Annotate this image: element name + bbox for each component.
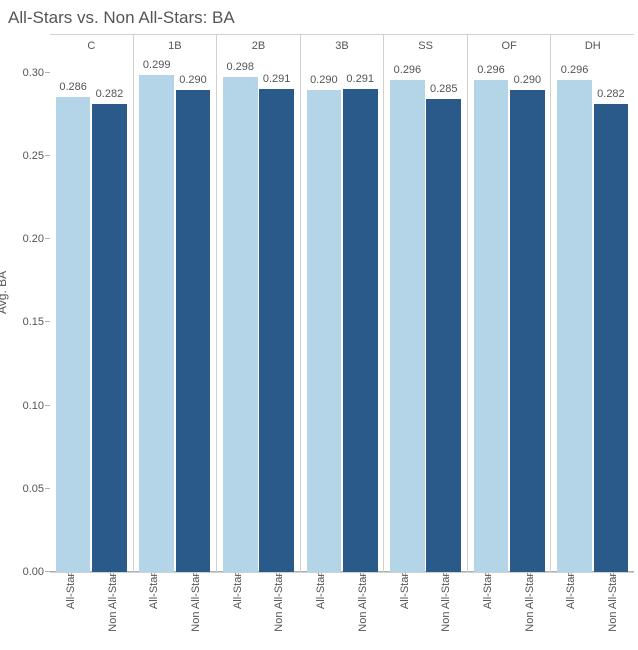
x-series-label: Non All-Star <box>607 573 619 638</box>
x-series-label: Non All-Star <box>357 573 369 638</box>
bar-non-all-star: 0.282 <box>92 104 127 572</box>
x-label-group: All-Star Non All-Star <box>50 573 133 650</box>
x-series-label: All-Star <box>232 573 244 615</box>
x-series-label: All-Star <box>482 573 494 615</box>
y-tick-label: 0.25 <box>23 150 44 162</box>
bar-value-label: 0.296 <box>390 64 425 76</box>
bar-all-star: 0.290 <box>307 90 342 572</box>
y-tick-label: 0.30 <box>23 67 44 79</box>
y-axis-label: Avg. BA <box>0 271 9 314</box>
y-tick-label: 0.00 <box>23 566 44 578</box>
x-label-group: All-Star Non All-Star <box>467 573 550 650</box>
bar-non-all-star: 0.291 <box>343 89 378 572</box>
x-label-cell: All-Star <box>467 573 509 650</box>
bar-value-label: 0.282 <box>92 88 127 100</box>
bar-value-label: 0.290 <box>510 74 545 86</box>
bar-value-label: 0.298 <box>223 61 258 73</box>
y-axis: Avg. BA 0.000.050.100.150.200.250.30 <box>0 56 50 572</box>
x-series-label: All-Star <box>565 573 577 615</box>
x-label-cell: All-Star <box>300 573 342 650</box>
plot-area: C1B2B3BSSOFDH 0.2860.2820.2990.2900.2980… <box>50 34 634 572</box>
bar-all-star: 0.298 <box>223 77 258 572</box>
bar-non-all-star: 0.282 <box>594 104 629 572</box>
x-label-group: All-Star Non All-Star <box>384 573 467 650</box>
bar-all-star: 0.299 <box>139 75 174 572</box>
x-label-cell: Non All-Star <box>259 573 301 650</box>
x-label-cell: Non All-Star <box>92 573 134 650</box>
bar-value-label: 0.282 <box>594 88 629 100</box>
x-series-label: Non All-Star <box>107 573 119 638</box>
category-header: 3B <box>301 35 385 57</box>
bar-group: 0.2860.282 <box>50 57 134 572</box>
x-label-cell: All-Star <box>551 573 593 650</box>
bar-all-star: 0.296 <box>474 80 509 572</box>
y-tick-label: 0.20 <box>23 233 44 245</box>
x-label-group: All-Star Non All-Star <box>300 573 383 650</box>
bar-all-star: 0.296 <box>557 80 592 572</box>
bar-value-label: 0.286 <box>56 81 91 93</box>
bar-value-label: 0.291 <box>343 73 378 85</box>
x-label-cell: All-Star <box>133 573 175 650</box>
bar-group: 0.2960.282 <box>551 57 634 572</box>
y-tick-label: 0.15 <box>23 316 44 328</box>
category-header: OF <box>468 35 552 57</box>
bar-non-all-star: 0.290 <box>176 90 211 572</box>
x-series-label: Non All-Star <box>273 573 285 638</box>
x-axis-labels: All-Star Non All-Star All-Star Non All-Star… <box>50 572 634 650</box>
bar-group: 0.2960.290 <box>468 57 552 572</box>
bar-group: 0.2900.291 <box>301 57 385 572</box>
bar-non-all-star: 0.291 <box>259 89 294 572</box>
x-label-cell: All-Star <box>384 573 426 650</box>
bar-group: 0.2980.291 <box>217 57 301 572</box>
bar-value-label: 0.290 <box>307 74 342 86</box>
category-header: DH <box>551 35 634 57</box>
category-headers: C1B2B3BSSOFDH <box>50 35 634 57</box>
bar-value-label: 0.291 <box>259 73 294 85</box>
bar-all-star: 0.296 <box>390 80 425 572</box>
x-label-cell: Non All-Star <box>342 573 384 650</box>
bar-value-label: 0.296 <box>474 64 509 76</box>
x-label-cell: Non All-Star <box>425 573 467 650</box>
bar-value-label: 0.290 <box>176 74 211 86</box>
x-label-group: All-Star Non All-Star <box>551 573 634 650</box>
bar-value-label: 0.299 <box>139 59 174 71</box>
x-label-cell: Non All-Star <box>175 573 217 650</box>
x-label-cell: Non All-Star <box>509 573 551 650</box>
x-series-label: Non All-Star <box>440 573 452 638</box>
bar-value-label: 0.285 <box>426 83 461 95</box>
y-tick-label: 0.10 <box>23 400 44 412</box>
bar-non-all-star: 0.285 <box>426 99 461 572</box>
x-label-cell: All-Star <box>217 573 259 650</box>
y-tick-label: 0.05 <box>23 483 44 495</box>
x-series-label: All-Star <box>399 573 411 615</box>
bar-value-label: 0.296 <box>557 64 592 76</box>
x-label-cell: All-Star <box>50 573 92 650</box>
chart-container: All-Stars vs. Non All-Stars: BA Avg. BA … <box>0 0 638 650</box>
bar-non-all-star: 0.290 <box>510 90 545 572</box>
bar-group: 0.2960.285 <box>384 57 468 572</box>
x-series-label: All-Star <box>148 573 160 615</box>
x-series-label: Non All-Star <box>524 573 536 638</box>
bar-group: 0.2990.290 <box>134 57 218 572</box>
x-series-label: Non All-Star <box>190 573 202 638</box>
bar-all-star: 0.286 <box>56 97 91 572</box>
x-label-group: All-Star Non All-Star <box>217 573 300 650</box>
x-label-group: All-Star Non All-Star <box>133 573 216 650</box>
chart-title: All-Stars vs. Non All-Stars: BA <box>0 0 638 34</box>
category-header: 2B <box>217 35 301 57</box>
x-series-label: All-Star <box>315 573 327 615</box>
category-header: 1B <box>134 35 218 57</box>
x-series-label: All-Star <box>65 573 77 615</box>
category-header: SS <box>384 35 468 57</box>
bar-groups: 0.2860.2820.2990.2900.2980.2910.2900.291… <box>50 57 634 572</box>
x-label-cell: Non All-Star <box>592 573 634 650</box>
category-header: C <box>50 35 134 57</box>
